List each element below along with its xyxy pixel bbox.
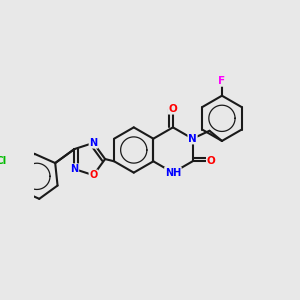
Text: O: O [89,170,98,180]
Text: O: O [207,156,215,166]
Text: N: N [89,138,98,148]
Text: NH: NH [165,168,181,178]
Text: Cl: Cl [0,155,7,166]
Text: N: N [188,134,197,144]
Text: N: N [70,164,79,174]
Text: O: O [169,104,177,114]
Text: F: F [218,76,226,86]
